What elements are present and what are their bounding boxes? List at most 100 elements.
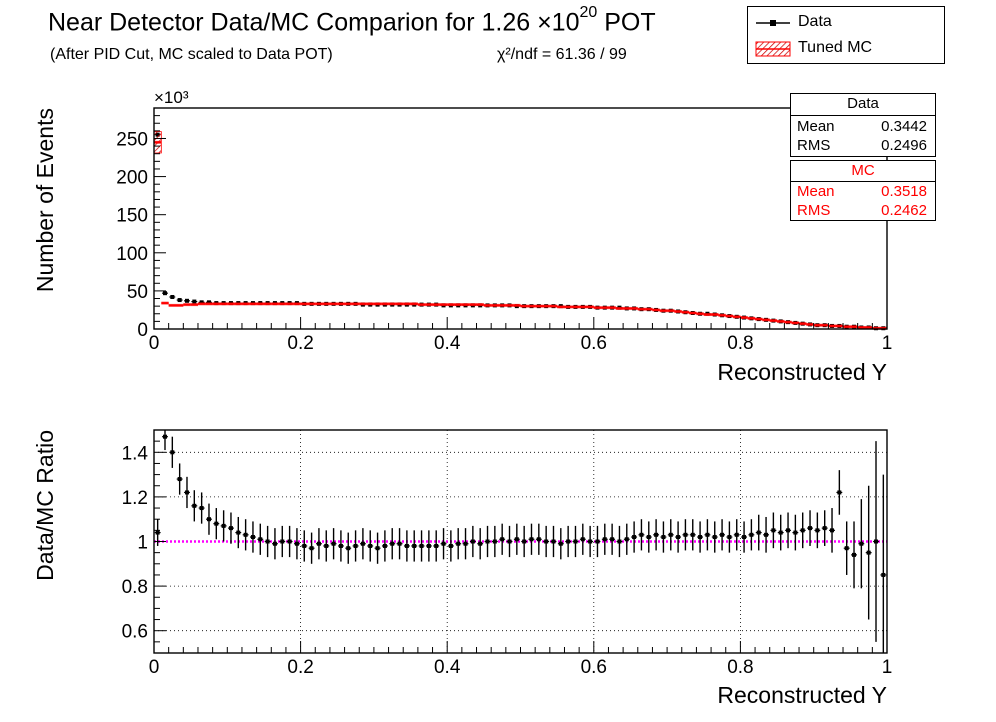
- y-tick-label: 200: [116, 168, 148, 189]
- mc-band-segment: [307, 302, 316, 306]
- data-point: [470, 539, 475, 544]
- data-point: [478, 541, 483, 546]
- mc-band-segment: [234, 302, 242, 306]
- y-tick-label: 0: [137, 320, 148, 341]
- mc-band-segment: [601, 306, 609, 310]
- data-point: [749, 532, 754, 537]
- y-tick-label: 250: [116, 129, 148, 150]
- data-point: [221, 523, 226, 528]
- mc-band-segment: [703, 313, 712, 317]
- data-point: [712, 535, 717, 540]
- mc-band-segment: [454, 303, 462, 307]
- data-point: [170, 294, 175, 299]
- data-point: [500, 537, 505, 542]
- stats-mc-title: MC: [851, 162, 875, 179]
- data-point: [771, 528, 776, 533]
- x-tick-label: 0.8: [727, 657, 753, 678]
- data-point: [184, 298, 189, 303]
- mc-band-segment: [645, 307, 653, 311]
- mc-band-segment: [227, 302, 235, 306]
- chart-title: Near Detector Data/MC Comparion for 1.26…: [48, 4, 656, 37]
- data-point: [610, 537, 615, 542]
- mc-band-segment: [498, 303, 506, 307]
- y-tick-label: 1.4: [122, 443, 149, 464]
- stats-data-rms: RMS 0.2496: [797, 137, 927, 154]
- data-point: [793, 530, 798, 535]
- x-tick-label: 0.8: [727, 333, 753, 354]
- chart-subtitle: (After PID Cut, MC scaled to Data POT): [50, 46, 333, 63]
- x-tick-label: 0.2: [287, 657, 313, 678]
- mc-band-segment: [711, 313, 719, 317]
- data-point: [705, 532, 710, 537]
- mc-band-segment: [813, 323, 822, 327]
- x-axis-label: Reconstructed Y: [717, 682, 887, 708]
- data-point: [228, 526, 233, 531]
- data-point: [859, 541, 864, 546]
- y-tick-label: 0.6: [122, 622, 148, 643]
- y-multiplier-label: ×10³: [154, 88, 189, 107]
- mc-band-segment: [615, 306, 624, 310]
- data-point: [463, 541, 468, 546]
- data-point: [866, 550, 871, 555]
- mc-band-segment: [527, 304, 536, 308]
- data-point: [588, 539, 593, 544]
- data-point: [155, 530, 160, 535]
- data-point: [426, 543, 431, 548]
- data-point: [265, 539, 270, 544]
- data-point: [243, 532, 248, 537]
- mc-band-segment: [652, 308, 660, 312]
- data-point: [727, 535, 732, 540]
- y-tick-label: 0.8: [122, 577, 148, 598]
- mc-band-segment: [329, 302, 338, 306]
- mc-band-segment: [689, 311, 697, 315]
- bottom-panel: 0 0.2 0.4 0.6 0.8 1 0.6 0.8 1 1.2 1.4 Reconstructed…: [32, 429, 892, 708]
- mc-band-segment: [439, 303, 448, 307]
- data-point: [448, 543, 453, 548]
- mc-band-segment: [857, 325, 866, 329]
- mc-band-segment: [740, 316, 748, 320]
- data-point: [214, 521, 219, 526]
- mc-band-segment: [154, 140, 162, 144]
- data-point: [346, 546, 351, 551]
- mc-band-segment: [447, 303, 455, 307]
- legend-entry-mc: Tuned MC: [748, 36, 944, 62]
- data-point: [566, 539, 571, 544]
- mc-band-segment: [469, 303, 477, 307]
- mc-band-segment: [351, 302, 360, 306]
- data-point: [529, 537, 534, 542]
- data-point: [881, 572, 886, 577]
- mc-band-segment: [549, 304, 558, 308]
- mc-band-segment: [777, 319, 785, 323]
- data-point: [844, 546, 849, 551]
- data-point: [822, 526, 827, 531]
- x-tick-label: 0: [149, 333, 160, 354]
- mc-band-segment: [850, 325, 858, 329]
- data-point: [360, 541, 365, 546]
- data-point: [280, 539, 285, 544]
- legend-data-symbol: [756, 20, 790, 26]
- data-point: [632, 535, 637, 540]
- data-point: [815, 528, 820, 533]
- data-point: [206, 300, 211, 305]
- data-point: [456, 541, 461, 546]
- data-point: [272, 541, 277, 546]
- data-point: [683, 532, 688, 537]
- data-point: [309, 546, 314, 551]
- mc-band-segment: [674, 309, 682, 313]
- mc-band-segment: [542, 304, 550, 308]
- mc-band-segment: [755, 317, 763, 321]
- mc-band-segment: [388, 302, 396, 306]
- mc-band-segment: [667, 309, 675, 313]
- y-tick-label: 150: [116, 206, 148, 227]
- x-tick-label: 1: [882, 333, 893, 354]
- data-point: [595, 539, 600, 544]
- chi2-label: χ²/ndf = 61.36 / 99: [497, 46, 627, 63]
- data-point: [258, 537, 263, 542]
- mc-band-segment: [381, 302, 389, 306]
- data-point: [397, 541, 402, 546]
- mc-band-segment: [300, 302, 308, 306]
- mc-band-segment: [696, 312, 704, 316]
- data-point: [668, 532, 673, 537]
- mc-band-segment: [681, 310, 690, 314]
